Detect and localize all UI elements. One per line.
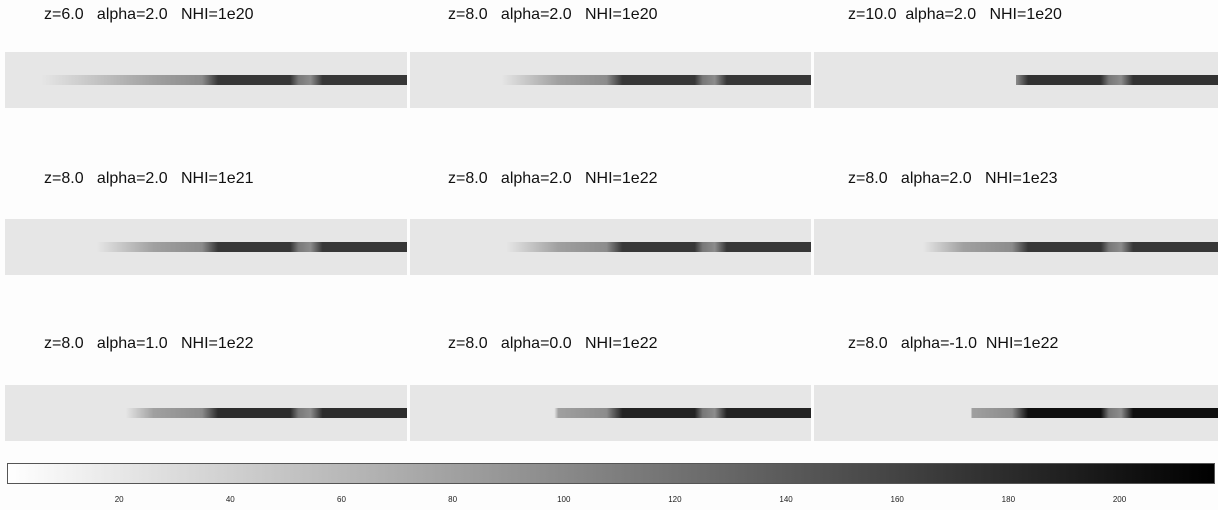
spectrum-band-9 <box>814 408 1218 418</box>
spectrum-band-1 <box>5 75 407 85</box>
colorbar-tick-140: 140 <box>779 495 793 504</box>
panel-title-6: z=8.0 alpha=2.0 NHI=1e23 <box>848 170 1058 187</box>
spectrum-image-4 <box>5 242 407 252</box>
spectrum-image-3 <box>814 75 1218 85</box>
panel-title-2: z=8.0 alpha=2.0 NHI=1e20 <box>448 6 658 23</box>
colorbar-tick-200: 200 <box>1112 495 1127 504</box>
panel-title-3: z=10.0 alpha=2.0 NHI=1e20 <box>848 6 1062 23</box>
colorbar-tick-120: 120 <box>668 495 682 504</box>
spectrum-band-8 <box>410 408 811 418</box>
spectrum-panel-2 <box>410 52 811 108</box>
spectrum-band-5 <box>410 242 811 252</box>
colorbar-gradient <box>8 464 1214 483</box>
spectrum-panel-8 <box>410 385 811 441</box>
spectrum-band-2 <box>410 75 811 85</box>
spectrum-panel-1 <box>5 52 407 108</box>
spectrum-panel-7 <box>5 385 407 441</box>
spectrum-image-9 <box>814 408 1218 418</box>
panel-title-4: z=8.0 alpha=2.0 NHI=1e21 <box>44 170 254 187</box>
spectrum-panel-6 <box>814 219 1218 275</box>
spectrum-band-6 <box>814 242 1218 252</box>
colorbar-tick-100: 100 <box>557 495 571 504</box>
colorbar-tick-20: 20 <box>114 495 124 504</box>
panel-title-5: z=8.0 alpha=2.0 NHI=1e22 <box>448 170 658 187</box>
spectra-grid: z=6.0 alpha=2.0 NHI=1e20 z=8.0 alpha=2.0 … <box>5 6 1218 441</box>
spectrum-band-3 <box>814 75 1218 85</box>
spectrum-band-4 <box>5 242 407 252</box>
panel-title-8: z=8.0 alpha=0.0 NHI=1e22 <box>448 335 658 352</box>
colorbar-tick-180: 180 <box>1001 495 1016 504</box>
colorbar <box>7 463 1215 484</box>
colorbar-tick-160: 160 <box>890 495 904 504</box>
colorbar-tick-80: 80 <box>448 495 458 504</box>
spectrum-panel-3 <box>814 52 1218 108</box>
spectrum-image-8 <box>410 408 811 418</box>
spectrum-band-7 <box>5 408 407 418</box>
panel-title-7: z=8.0 alpha=1.0 NHI=1e22 <box>44 335 254 352</box>
spectrum-image-5 <box>410 242 811 252</box>
spectrum-panel-4 <box>5 219 407 275</box>
spectrum-image-6 <box>814 242 1218 252</box>
spectrum-image-2 <box>410 75 811 85</box>
panel-title-9: z=8.0 alpha=-1.0 NHI=1e22 <box>848 335 1059 352</box>
spectrum-image-1 <box>5 75 407 85</box>
panel-title-1: z=6.0 alpha=2.0 NHI=1e20 <box>44 6 254 23</box>
spectrum-panel-9 <box>814 385 1218 441</box>
colorbar-tick-60: 60 <box>337 495 346 504</box>
spectrum-image-7 <box>5 408 407 418</box>
spectrum-panel-5 <box>410 219 811 275</box>
colorbar-tick-40: 40 <box>225 495 235 504</box>
